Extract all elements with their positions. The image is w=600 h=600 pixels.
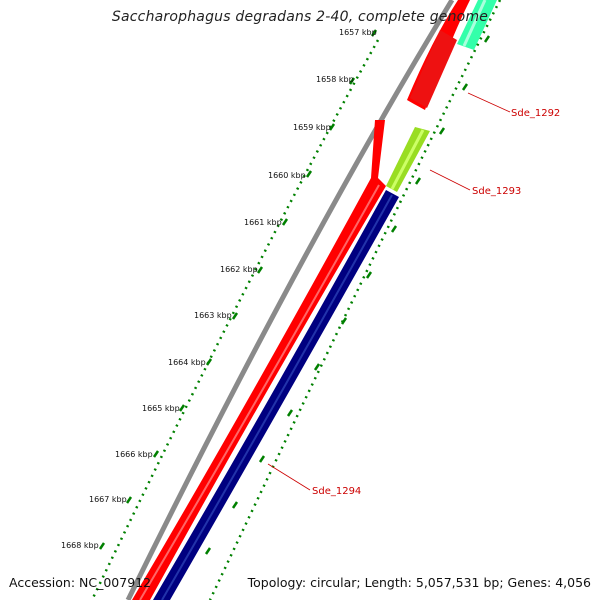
gene-label-sde-1292: Sde_1292 <box>511 108 560 119</box>
gene-highlight <box>390 129 425 190</box>
tick-label: 1666 kbp <box>115 450 153 459</box>
gene-label-sde-1294: Sde_1294 <box>312 486 361 497</box>
genome-title: Saccharophagus degradans 2-40, complete … <box>111 9 489 25</box>
backbone-ring <box>125 0 455 600</box>
tick-label: 1662 kbp <box>220 265 258 274</box>
outer-ticks <box>98 29 378 550</box>
tick-label: 1667 kbp <box>89 495 127 504</box>
gene-highlight <box>462 0 487 47</box>
gene-sde-1292-tip <box>410 30 457 108</box>
gene-highlight <box>139 184 380 600</box>
gene-sde-1294-navy <box>153 190 399 600</box>
accession-text: Accession: NC_007912 <box>9 575 152 590</box>
inner-dotted-ring <box>208 0 502 600</box>
tick-label: 1658 kbp <box>316 75 354 84</box>
outer-dotted-ring <box>90 39 380 600</box>
gene-label-sde-1293: Sde_1293 <box>472 186 521 197</box>
tick-label: 1668 kbp <box>61 541 99 550</box>
tick-label: 1660 kbp <box>268 171 306 180</box>
tick-label: 1665 kbp <box>142 404 180 413</box>
gene-label-leaders <box>267 92 511 491</box>
tick-label: 1664 kbp <box>168 358 206 367</box>
inner-ticks <box>204 35 491 555</box>
tick-label: 1659 kbp <box>293 123 331 132</box>
tick-label: 1663 kbp <box>194 311 232 320</box>
tick-label: 1657 kbp <box>339 28 377 37</box>
gene-highlight <box>161 194 393 600</box>
tick-labels: 1657 kbp 1658 kbp 1659 kbp 1660 kbp 1661… <box>61 28 377 550</box>
summary-text: Topology: circular; Length: 5,057,531 bp… <box>247 575 591 590</box>
tick-label: 1661 kbp <box>244 218 282 227</box>
